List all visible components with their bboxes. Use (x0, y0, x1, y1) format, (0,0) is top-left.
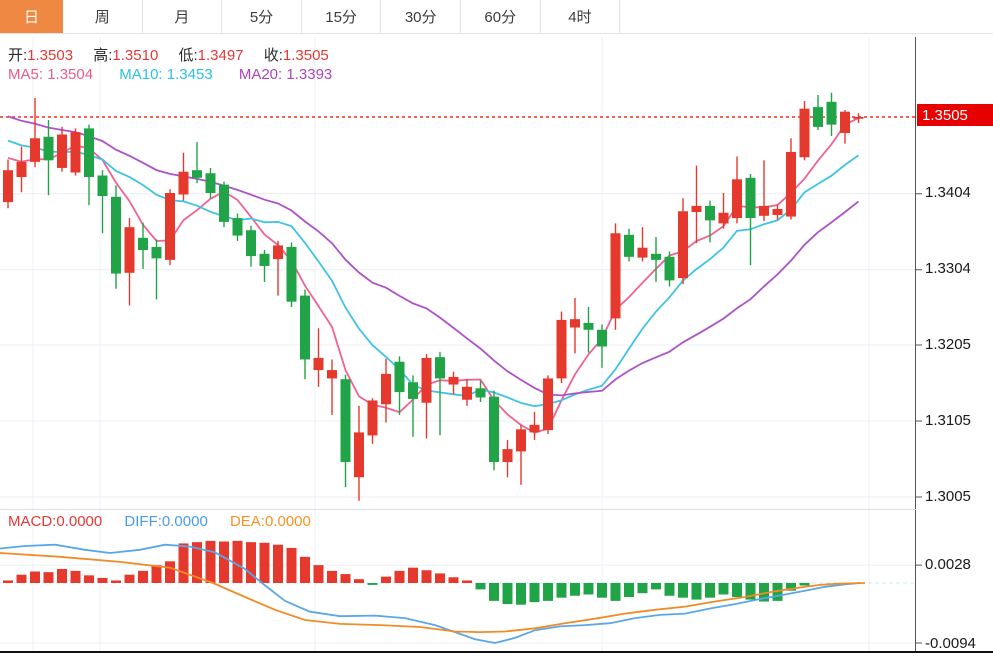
main-candlestick-chart[interactable] (0, 37, 916, 508)
current-price-badge: 1.3505 (917, 104, 993, 126)
price-tick: 1.3105 (925, 412, 971, 429)
ma5-legend: MA5: 1.3504 (8, 66, 94, 83)
open-value: 1.3503 (27, 47, 74, 64)
high-value: 1.3510 (112, 47, 159, 64)
high-label: 高: (93, 47, 113, 64)
tab-60min[interactable]: 60分 (460, 0, 541, 33)
low-label: 低: (178, 47, 198, 64)
ma20-legend: MA20: 1.3393 (238, 66, 333, 83)
price-tick: 1.3205 (925, 336, 971, 353)
ma10-legend: MA10: 1.3453 (119, 66, 213, 83)
ohlc-legend: 开:1.3503 高:1.3510 低:1.3497 收:1.3505 (8, 44, 345, 65)
tab-week[interactable]: 周 (63, 0, 143, 33)
tab-day[interactable]: 日 (0, 0, 63, 33)
price-tick: 1.3404 (925, 184, 971, 201)
tab-5min[interactable]: 5分 (222, 0, 302, 33)
period-tabbar: 日 周 月 5分 15分 30分 60分 4时 (0, 0, 993, 34)
close-value: 1.3505 (282, 47, 329, 64)
tab-month[interactable]: 月 (142, 0, 223, 33)
price-tick: 1.3005 (925, 488, 971, 505)
price-tick: 1.3304 (925, 260, 971, 277)
open-label: 开: (8, 47, 28, 64)
ma-legend: MA5: 1.3504 MA10: 1.3453 MA20: 1.3393 (8, 66, 354, 83)
close-label: 收: (263, 47, 283, 64)
macd-chart[interactable] (0, 510, 916, 650)
tab-30min[interactable]: 30分 (381, 0, 461, 33)
macd-tick: 0.0028 (925, 556, 971, 573)
dea-value: DEA:0.0000 (229, 513, 311, 530)
diff-value: DIFF:0.0000 (124, 513, 208, 530)
tab-15min[interactable]: 15分 (301, 0, 382, 33)
macd-tick: -0.0094 (925, 635, 976, 652)
macd-value: MACD:0.0000 (8, 513, 103, 530)
low-value: 1.3497 (197, 47, 244, 64)
macd-legend: MACD:0.0000 DIFF:0.0000 DEA:0.0000 (8, 513, 329, 530)
tab-4hour[interactable]: 4时 (540, 0, 621, 33)
